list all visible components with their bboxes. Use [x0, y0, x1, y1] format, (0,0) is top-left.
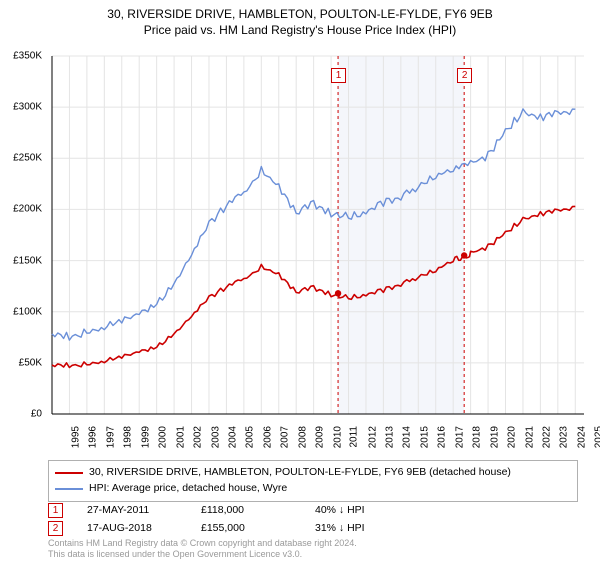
x-axis-tick-label: 2023	[559, 426, 570, 448]
x-axis-tick-label: 2007	[280, 426, 291, 448]
x-axis-tick-label: 2024	[576, 426, 587, 448]
x-axis-tick-label: 2002	[192, 426, 203, 448]
event-delta-2: 31% ↓ HPI	[315, 520, 405, 538]
y-axis-tick-label: £300K	[0, 102, 42, 113]
x-axis-tick-label: 2025	[594, 426, 600, 448]
legend-row-property: 30, RIVERSIDE DRIVE, HAMBLETON, POULTON-…	[55, 465, 571, 481]
chart-container: 30, RIVERSIDE DRIVE, HAMBLETON, POULTON-…	[0, 0, 600, 560]
x-axis-tick-label: 1995	[70, 426, 81, 448]
x-axis-tick-label: 2001	[175, 426, 186, 448]
legend-swatch-property	[55, 472, 83, 474]
event-row-1: 1 27-MAY-2011 £118,000 40% ↓ HPI	[48, 502, 578, 520]
x-axis-tick-label: 2022	[541, 426, 552, 448]
legend-box: 30, RIVERSIDE DRIVE, HAMBLETON, POULTON-…	[48, 460, 578, 502]
x-axis-tick-label: 2008	[297, 426, 308, 448]
event-delta-1: 40% ↓ HPI	[315, 502, 405, 520]
event-price-2: £155,000	[201, 520, 291, 538]
y-axis-tick-label: £250K	[0, 153, 42, 164]
event-marker-1: 1	[48, 503, 63, 518]
x-axis-tick-label: 2009	[314, 426, 325, 448]
x-axis-tick-label: 2015	[419, 426, 430, 448]
title-line-1: 30, RIVERSIDE DRIVE, HAMBLETON, POULTON-…	[0, 6, 600, 22]
y-axis-tick-label: £100K	[0, 306, 42, 317]
y-axis-tick-label: £200K	[0, 204, 42, 215]
y-axis-tick-label: £350K	[0, 51, 42, 62]
x-axis-tick-label: 1998	[123, 426, 134, 448]
x-axis-tick-label: 1997	[105, 426, 116, 448]
legend-label-property: 30, RIVERSIDE DRIVE, HAMBLETON, POULTON-…	[89, 465, 511, 481]
x-axis-tick-label: 2020	[506, 426, 517, 448]
x-axis-tick-label: 2000	[157, 426, 168, 448]
event-marker-2: 2	[48, 521, 63, 536]
y-axis-tick-label: £50K	[0, 357, 42, 368]
x-axis-tick-label: 2019	[489, 426, 500, 448]
chart-svg	[48, 50, 588, 420]
x-axis-tick-label: 2018	[471, 426, 482, 448]
x-axis-tick-label: 1999	[140, 426, 151, 448]
x-axis-tick-label: 2013	[384, 426, 395, 448]
x-axis-tick-label: 2003	[210, 426, 221, 448]
chart-event-marker: 2	[457, 68, 472, 83]
event-price-1: £118,000	[201, 502, 291, 520]
x-axis-tick-label: 2014	[402, 426, 413, 448]
x-axis-tick-label: 2006	[262, 426, 273, 448]
x-axis-tick-label: 2011	[349, 426, 360, 448]
event-date-1: 27-MAY-2011	[87, 502, 177, 520]
events-block: 1 27-MAY-2011 £118,000 40% ↓ HPI 2 17-AU…	[48, 502, 578, 538]
title-line-2: Price paid vs. HM Land Registry's House …	[0, 22, 600, 38]
legend-label-hpi: HPI: Average price, detached house, Wyre	[89, 481, 287, 497]
y-axis-tick-label: £150K	[0, 255, 42, 266]
legend-swatch-hpi	[55, 488, 83, 490]
x-axis-tick-label: 2016	[437, 426, 448, 448]
footer-line-2: This data is licensed under the Open Gov…	[48, 549, 357, 560]
x-axis-tick-label: 2004	[227, 426, 238, 448]
footer-line-1: Contains HM Land Registry data © Crown c…	[48, 538, 357, 549]
chart-area: £0£50K£100K£150K£200K£250K£300K£350K1995…	[48, 50, 588, 420]
x-axis-tick-label: 1996	[88, 426, 99, 448]
footer: Contains HM Land Registry data © Crown c…	[48, 538, 357, 561]
legend-row-hpi: HPI: Average price, detached house, Wyre	[55, 481, 571, 497]
x-axis-tick-label: 2005	[245, 426, 256, 448]
x-axis-tick-label: 2017	[454, 426, 465, 448]
event-date-2: 17-AUG-2018	[87, 520, 177, 538]
x-axis-tick-label: 2021	[524, 426, 535, 448]
event-row-2: 2 17-AUG-2018 £155,000 31% ↓ HPI	[48, 520, 578, 538]
title-block: 30, RIVERSIDE DRIVE, HAMBLETON, POULTON-…	[0, 0, 600, 38]
x-axis-tick-label: 2012	[367, 426, 378, 448]
y-axis-tick-label: £0	[0, 409, 42, 420]
chart-event-marker: 1	[331, 68, 346, 83]
x-axis-tick-label: 2010	[332, 426, 343, 448]
